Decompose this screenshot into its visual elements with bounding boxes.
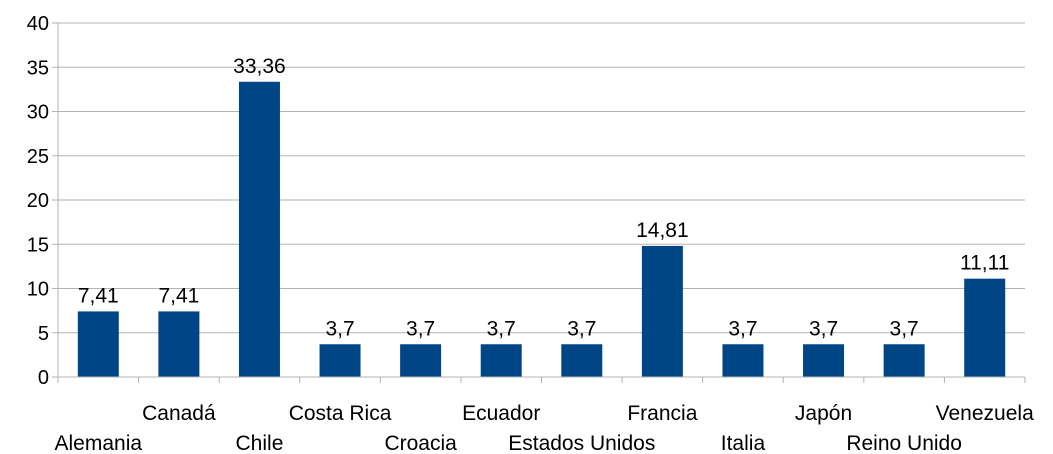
bar: [561, 344, 603, 377]
bar: [158, 311, 200, 377]
x-category-label: Alemania: [55, 432, 143, 454]
y-tick-label: 0: [38, 367, 49, 389]
y-tick-label: 10: [27, 279, 49, 301]
x-category-label: Estados Unidos: [508, 432, 655, 454]
bar: [722, 344, 764, 377]
data-labels: 7,41 7,41 33,36 3,7 3,7 3,7 3,7 14,81 3,7 3,7 3,7 1…: [78, 55, 1010, 340]
gridlines: [52, 22, 1025, 378]
x-category-label: Costa Rica: [289, 402, 392, 425]
bar: [883, 344, 925, 377]
data-label: 33,36: [233, 55, 286, 78]
y-axis-ticks: 0 5 10 15 20 25 30 35 40: [27, 13, 49, 389]
x-category-label: Chile: [236, 432, 284, 454]
bar: [319, 344, 361, 377]
data-label: 14,81: [636, 219, 689, 242]
data-label: 11,11: [960, 252, 1009, 275]
data-label: 3,7: [406, 317, 435, 340]
x-category-label: Ecuador: [462, 402, 540, 425]
x-category-label: Reino Unido: [846, 432, 962, 454]
y-tick-label: 15: [27, 234, 49, 256]
bar: [641, 245, 683, 377]
y-tick-label: 35: [27, 57, 49, 79]
y-tick-label: 5: [38, 323, 49, 345]
data-label: 3,7: [728, 317, 757, 340]
data-label: 3,7: [487, 317, 516, 340]
x-category-label: Venezuela: [936, 402, 1034, 425]
x-category-label: Japón: [795, 402, 852, 425]
y-tick-label: 20: [27, 190, 49, 212]
data-label: 3,7: [567, 317, 596, 340]
x-category-label: Croacia: [384, 432, 457, 454]
bar: [964, 278, 1006, 377]
data-label: 7,41: [158, 284, 199, 307]
data-label: 3,7: [890, 317, 919, 340]
y-tick-label: 25: [27, 146, 49, 168]
bars: [77, 81, 1006, 377]
y-tick-label: 30: [27, 102, 49, 124]
bar: [77, 311, 119, 377]
bar: [238, 81, 280, 377]
x-category-label: Canadá: [142, 402, 216, 425]
bar: [803, 344, 845, 377]
data-label: 7,41: [78, 284, 119, 307]
y-tick-label: 40: [27, 13, 49, 35]
x-category-label: Francia: [627, 402, 697, 425]
data-label: 3,7: [325, 317, 354, 340]
bar: [400, 344, 442, 377]
axes: [57, 23, 1026, 383]
x-category-label: Italia: [721, 432, 766, 454]
bar: [480, 344, 522, 377]
data-label: 3,7: [809, 317, 838, 340]
